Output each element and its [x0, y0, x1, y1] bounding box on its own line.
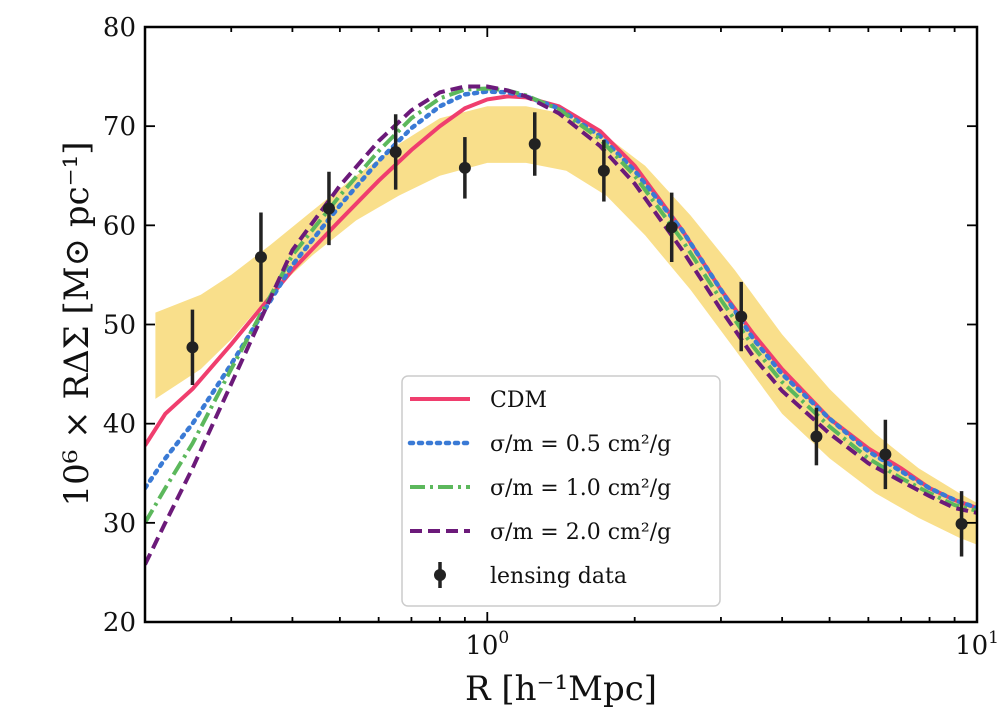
x-tick-label: 100 — [465, 628, 509, 661]
legend-entry: σ/m = 2.0 cm²/g — [410, 520, 671, 545]
model-uncertainty-band — [155, 106, 977, 545]
y-tick-label: 60 — [103, 211, 136, 241]
legend-box — [401, 375, 721, 607]
data-point — [254, 212, 267, 302]
legend-swatch — [434, 569, 446, 581]
plot-frame — [143, 25, 979, 624]
y-tick-label: 70 — [103, 112, 136, 142]
data-point — [665, 192, 678, 263]
data-point — [389, 114, 402, 190]
data-point — [810, 407, 823, 466]
data-marker — [322, 202, 335, 215]
data-marker — [389, 145, 402, 158]
legend-label: σ/m = 2.0 cm²/g — [490, 520, 671, 545]
y-tick-labels: 20 30 40 50 60 70 80 — [103, 13, 136, 638]
data-marker — [735, 310, 748, 323]
data-point — [955, 491, 968, 557]
data-point — [597, 140, 610, 202]
data-point — [879, 419, 892, 490]
data-point — [458, 137, 471, 199]
lensing-data-points — [186, 112, 968, 557]
y-tick-label: 50 — [103, 311, 136, 341]
legend-entry: σ/m = 0.5 cm²/g — [407, 432, 671, 457]
data-point — [322, 171, 335, 246]
legend-entry: CDM — [410, 388, 547, 413]
data-marker — [955, 517, 968, 530]
legend-label: lensing data — [490, 564, 627, 589]
series-line-3 — [145, 84, 977, 566]
data-point — [528, 112, 541, 176]
data-point — [735, 281, 748, 352]
legend-label: σ/m = 1.0 cm²/g — [490, 476, 671, 501]
data-marker — [665, 221, 678, 234]
y-axis-title: 10⁶ × RΔΣ [M⊙ pc⁻¹] — [57, 141, 97, 506]
legend: CDM σ/m = 0.5 cm²/g σ/m = 1.0 cm²/g σ/m = 2… — [401, 375, 721, 607]
data-marker — [528, 138, 541, 151]
data-marker — [458, 161, 471, 174]
data-marker — [597, 164, 610, 177]
data-point — [186, 309, 199, 385]
x-tick-label: 101 — [955, 628, 999, 661]
x-axis-title: R [h⁻¹Mpc] — [465, 669, 657, 709]
y-tick-label: 30 — [103, 509, 136, 539]
legend-label: σ/m = 0.5 cm²/g — [490, 432, 671, 457]
legend-label: CDM — [490, 388, 547, 413]
data-marker — [879, 448, 892, 461]
y-tick-label: 20 — [103, 608, 136, 638]
y-tick-label: 40 — [103, 410, 136, 440]
data-marker — [254, 251, 267, 264]
y-tick-label: 80 — [103, 13, 136, 43]
series-line-2 — [145, 86, 977, 524]
legend-entry: lensing data — [434, 562, 627, 589]
data-marker — [810, 430, 823, 443]
model-curves — [145, 84, 977, 566]
x-tick-labels: 100 101 — [465, 628, 999, 661]
legend-entry: σ/m = 1.0 cm²/g — [410, 476, 671, 501]
data-marker — [186, 341, 199, 354]
